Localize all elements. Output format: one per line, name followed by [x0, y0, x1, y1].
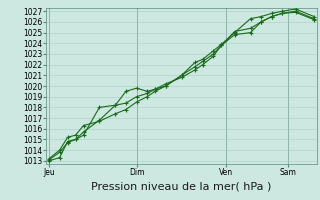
- X-axis label: Pression niveau de la mer( hPa ): Pression niveau de la mer( hPa ): [92, 181, 272, 191]
